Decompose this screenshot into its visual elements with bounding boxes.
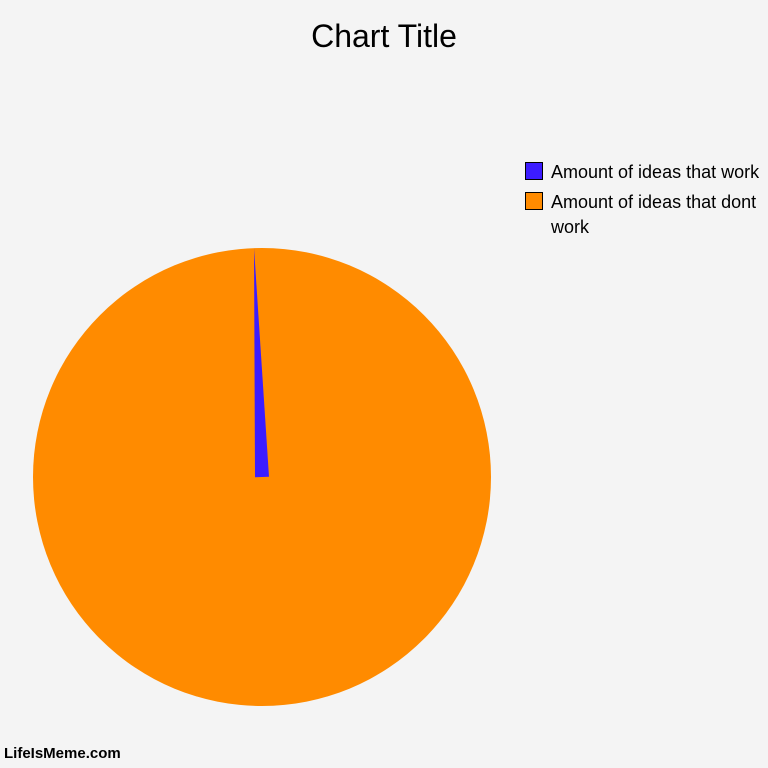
chart-container: Chart Title Amount of ideas that work Am… bbox=[0, 0, 768, 768]
pie-slice-majority bbox=[33, 248, 491, 706]
chart-title: Chart Title bbox=[0, 18, 768, 55]
legend-label-0: Amount of ideas that work bbox=[551, 160, 759, 184]
watermark: LifeIsMeme.com bbox=[4, 745, 121, 762]
legend-item: Amount of ideas that work bbox=[525, 160, 761, 184]
pie-slice-minority bbox=[247, 248, 269, 477]
legend: Amount of ideas that work Amount of idea… bbox=[525, 160, 761, 245]
legend-swatch-1 bbox=[525, 192, 543, 210]
legend-swatch-0 bbox=[525, 162, 543, 180]
pie-chart bbox=[33, 248, 491, 706]
legend-label-1: Amount of ideas that dont work bbox=[551, 190, 761, 239]
legend-item: Amount of ideas that dont work bbox=[525, 190, 761, 239]
